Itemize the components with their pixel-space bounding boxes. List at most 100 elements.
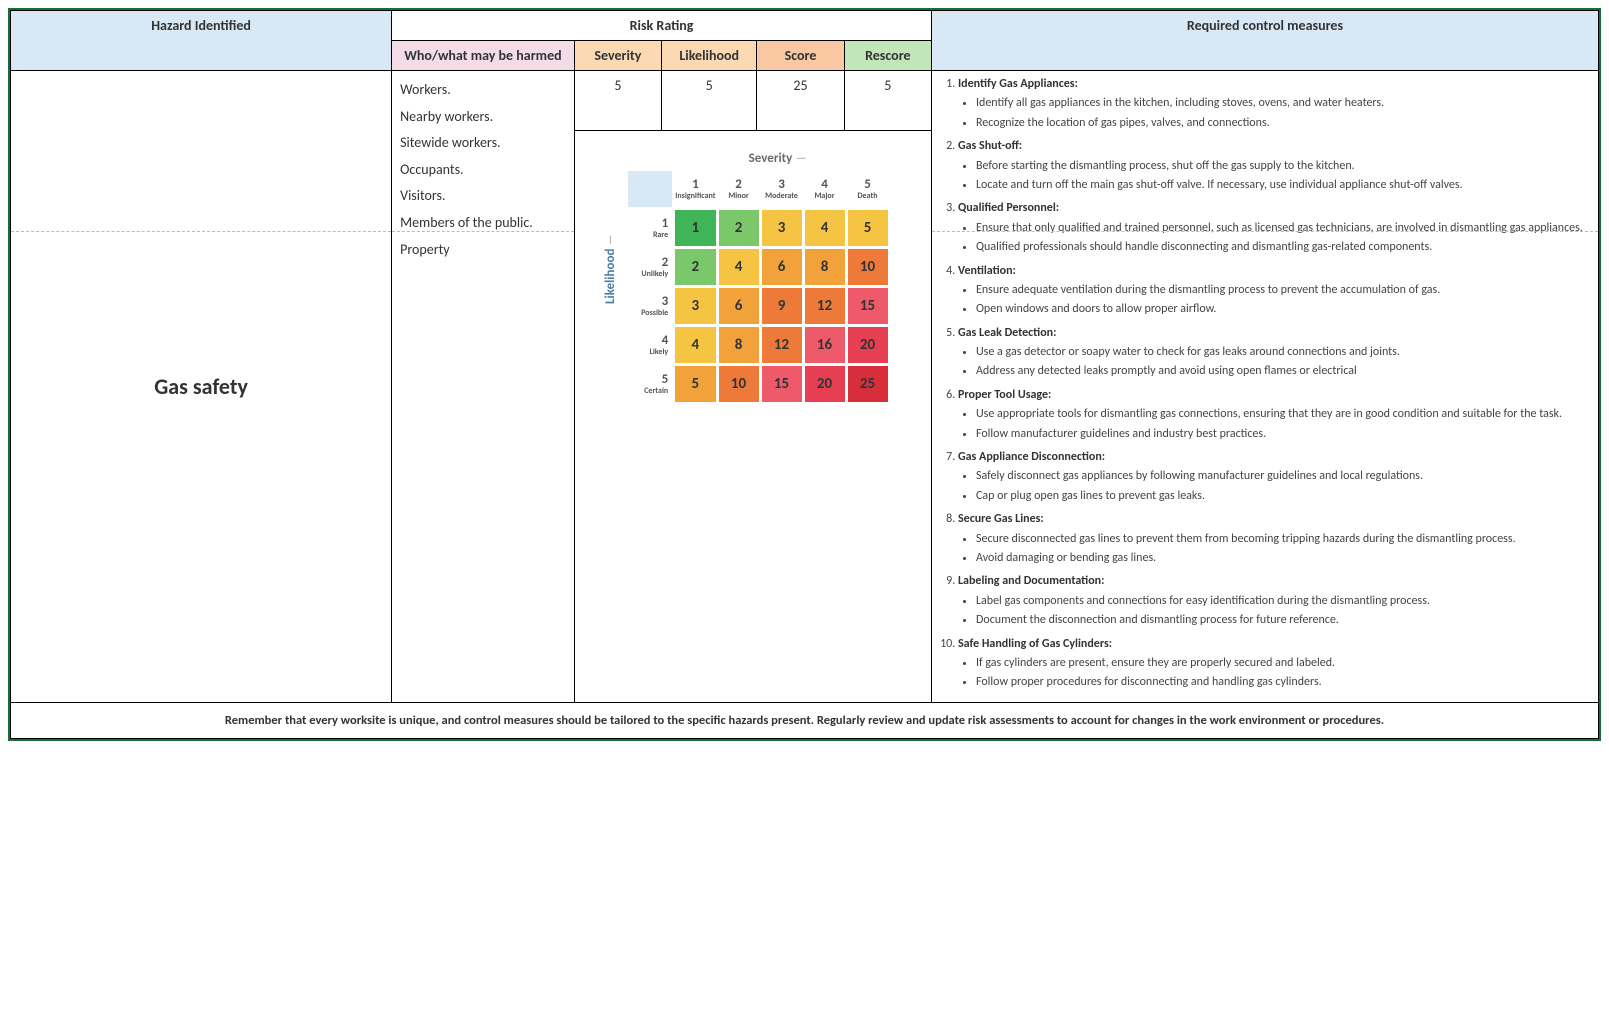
matrix-cell: 3: [762, 210, 802, 246]
matrix-row-header: 5Certain: [628, 366, 672, 402]
control-title: Ventilation:: [958, 264, 1016, 278]
control-item: Cap or plug open gas lines to prevent ga…: [976, 488, 1590, 505]
harmed-item: Workers.: [400, 77, 566, 104]
matrix-col-header: 2Minor: [719, 171, 759, 207]
matrix-cell: 10: [848, 249, 888, 285]
matrix-cell: 9: [762, 288, 802, 324]
matrix-cell: 4: [719, 249, 759, 285]
control-item: Before starting the dismantling process,…: [976, 158, 1590, 175]
control-item: Use appropriate tools for dismantling ga…: [976, 406, 1590, 423]
matrix-col-header: 1Insignificant: [675, 171, 715, 207]
header-score: Score: [757, 41, 844, 71]
control-item: If gas cylinders are present, ensure the…: [976, 655, 1590, 672]
matrix-cell: 6: [719, 288, 759, 324]
severity-value: 5: [574, 71, 661, 131]
control-section: Safe Handling of Gas Cylinders: If gas cy…: [958, 636, 1590, 692]
control-title: Qualified Personnel:: [958, 201, 1059, 215]
harmed-item: Occupants.: [400, 157, 566, 184]
footer-note: Remember that every worksite is unique, …: [11, 702, 1599, 738]
matrix-cell: 25: [848, 366, 888, 402]
matrix-cell: 10: [719, 366, 759, 402]
control-title: Proper Tool Usage:: [958, 388, 1051, 402]
control-section: Labeling and Documentation: Label gas com…: [958, 573, 1590, 629]
matrix-col-header: 4Major: [805, 171, 845, 207]
harmed-item: Visitors.: [400, 183, 566, 210]
matrix-cell: 4: [805, 210, 845, 246]
control-title: Gas Leak Detection:: [958, 326, 1056, 340]
matrix-row-header: 1Rare: [628, 210, 672, 246]
header-severity: Severity: [574, 41, 661, 71]
matrix-cell: 12: [805, 288, 845, 324]
control-section: Ventilation: Ensure adequate ventilation …: [958, 263, 1590, 319]
likelihood-value: 5: [662, 71, 757, 131]
matrix-row-header: 4Likely: [628, 327, 672, 363]
matrix-cell: 2: [719, 210, 759, 246]
matrix-cell: 15: [848, 288, 888, 324]
control-section: Secure Gas Lines: Secure disconnected gas…: [958, 511, 1590, 567]
matrix-cell: 3: [675, 288, 715, 324]
matrix-cell: 4: [675, 327, 715, 363]
control-title: Gas Shut-off:: [958, 139, 1022, 153]
control-item: Safely disconnect gas appliances by foll…: [976, 468, 1590, 485]
harmed-item: Property: [400, 237, 566, 264]
control-section: Gas Appliance Disconnection:Safely disco…: [958, 449, 1590, 505]
control-item: Locate and turn off the main gas shut-of…: [976, 177, 1590, 194]
control-item: Recognize the location of gas pipes, val…: [976, 115, 1590, 132]
control-section: Qualified Personnel: Ensure that only qua…: [958, 200, 1590, 256]
harmed-item: Nearby workers.: [400, 104, 566, 131]
control-item: Qualified professionals should handle di…: [976, 239, 1590, 256]
score-value: 25: [757, 71, 844, 131]
matrix-cell: 1: [675, 210, 715, 246]
control-item: Ensure that only qualified and trained p…: [976, 220, 1590, 237]
control-section: Identify Gas Appliances: Identify all gas…: [958, 76, 1590, 132]
control-title: Labeling and Documentation:: [958, 574, 1104, 588]
harmed-item: Members of the public.: [400, 210, 566, 237]
risk-matrix: Severity Likelihood 1Insignificant2Minor…: [615, 151, 890, 405]
control-item: Secure disconnected gas lines to prevent…: [976, 531, 1590, 548]
control-section: Gas Leak Detection: Use a gas detector or…: [958, 325, 1590, 381]
matrix-severity-label: Severity: [615, 151, 890, 166]
control-item: Follow manufacturer guidelines and indus…: [976, 426, 1590, 443]
control-item: Use a gas detector or soapy water to che…: [976, 344, 1590, 361]
control-item: Label gas components and connections for…: [976, 593, 1590, 610]
control-item: Open windows and doors to allow proper a…: [976, 301, 1590, 318]
harmed-cell: Workers.Nearby workers.Sitewide workers.…: [392, 71, 575, 703]
matrix-cell: 15: [762, 366, 802, 402]
control-item: Follow proper procedures for disconnecti…: [976, 674, 1590, 691]
control-title: Identify Gas Appliances:: [958, 77, 1078, 91]
risk-assessment-table: Hazard Identified Risk Rating Required c…: [8, 8, 1601, 741]
header-harmed: Who/what may be harmed: [392, 41, 575, 71]
control-section: Proper Tool Usage: Use appropriate tools …: [958, 387, 1590, 443]
matrix-cell: 2: [675, 249, 715, 285]
matrix-likelihood-label: Likelihood: [603, 233, 618, 303]
matrix-cell: 8: [719, 327, 759, 363]
control-item: Avoid damaging or bending gas lines.: [976, 550, 1590, 567]
matrix-cell: 20: [805, 366, 845, 402]
rescore-value: 5: [844, 71, 931, 131]
matrix-cell: 8: [805, 249, 845, 285]
matrix-row-header: 2Unlikely: [628, 249, 672, 285]
control-section: Gas Shut-off: Before starting the dismant…: [958, 138, 1590, 194]
hazard-name: Gas safety: [11, 71, 392, 703]
matrix-col-header: 5Death: [848, 171, 888, 207]
control-item: Address any detected leaks promptly and …: [976, 363, 1590, 380]
controls-cell: Identify Gas Appliances: Identify all gas…: [931, 71, 1598, 703]
header-risk-rating: Risk Rating: [392, 11, 932, 41]
matrix-cell: 5: [848, 210, 888, 246]
header-controls: Required control measures: [931, 11, 1598, 71]
control-title: Safe Handling of Gas Cylinders:: [958, 637, 1112, 651]
header-rescore: Rescore: [844, 41, 931, 71]
matrix-col-header: 3Moderate: [762, 171, 802, 207]
matrix-cell: 12: [762, 327, 802, 363]
control-item: Ensure adequate ventilation during the d…: [976, 282, 1590, 299]
header-likelihood: Likelihood: [662, 41, 757, 71]
matrix-cell: 6: [762, 249, 802, 285]
harmed-item: Sitewide workers.: [400, 130, 566, 157]
matrix-cell: 20: [848, 327, 888, 363]
control-item: Identify all gas appliances in the kitch…: [976, 95, 1590, 112]
matrix-cell: 16: [805, 327, 845, 363]
control-title: Secure Gas Lines:: [958, 512, 1044, 526]
matrix-cell: 5: [675, 366, 715, 402]
control-item: Document the disconnection and dismantli…: [976, 612, 1590, 629]
matrix-row-header: 3Possible: [628, 288, 672, 324]
